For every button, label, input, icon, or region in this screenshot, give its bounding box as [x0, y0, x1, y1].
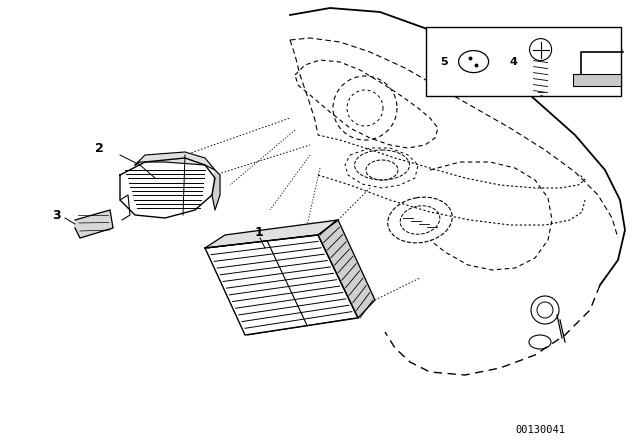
Bar: [426, 27, 621, 96]
Text: 4: 4: [509, 56, 518, 67]
Text: 00130041: 00130041: [515, 425, 565, 435]
Text: 5: 5: [440, 56, 447, 67]
Polygon shape: [212, 170, 220, 210]
Text: 2: 2: [95, 142, 104, 155]
Polygon shape: [75, 210, 113, 238]
Text: 3: 3: [52, 208, 61, 221]
Polygon shape: [318, 220, 375, 318]
Polygon shape: [205, 235, 358, 335]
Polygon shape: [120, 158, 215, 218]
Text: 1: 1: [255, 225, 264, 238]
Polygon shape: [205, 220, 338, 248]
Polygon shape: [135, 152, 215, 170]
Bar: [573, 73, 621, 86]
